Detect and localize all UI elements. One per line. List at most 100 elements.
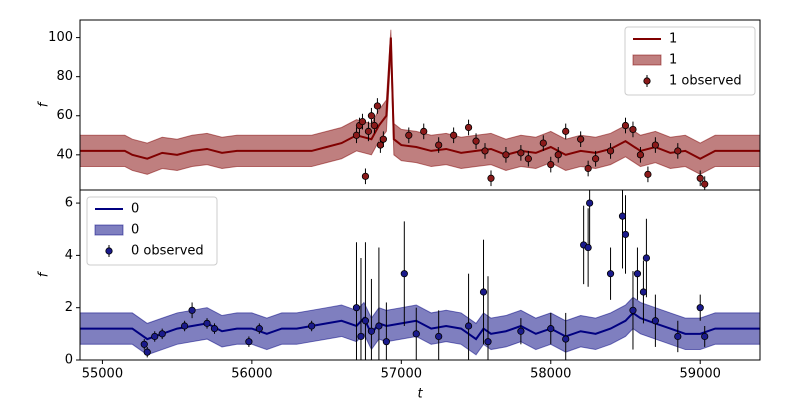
observed-point: [636, 151, 645, 159]
observed-point: [367, 112, 376, 120]
observed-point: [633, 270, 642, 278]
observed-point: [606, 270, 615, 278]
observed-point: [479, 288, 488, 296]
observed-point: [412, 330, 420, 338]
observed-point: [701, 180, 709, 188]
y-tick-label: 4: [65, 248, 73, 263]
observed-point: [674, 332, 682, 341]
observed-point: [562, 127, 570, 135]
observed-point: [618, 212, 627, 220]
legend-swatch: [105, 247, 113, 255]
mean-line: [80, 37, 760, 160]
observed-point: [547, 160, 555, 169]
legend-swatch: [94, 224, 124, 236]
observed-point: [361, 317, 370, 325]
observed-point: [379, 135, 387, 143]
observed-point: [400, 270, 408, 278]
legend-label: 0 observed: [131, 244, 204, 259]
observed-point: [158, 330, 166, 338]
observed-point: [517, 149, 525, 157]
legend-box: [624, 26, 756, 96]
observed-point: [696, 304, 704, 312]
observed-point: [464, 123, 473, 132]
observed-point: [358, 118, 367, 126]
observed-point: [140, 340, 148, 348]
observed-point: [435, 141, 443, 149]
x-axis-label: t: [417, 387, 423, 401]
legend-label: 0: [131, 202, 139, 217]
observed-point: [642, 254, 651, 262]
y-axis-label: f: [37, 100, 52, 107]
observed-point: [651, 141, 659, 149]
y-tick-label: 0: [65, 353, 73, 368]
legend-box: [86, 196, 218, 266]
y-tick-label: 40: [56, 147, 73, 162]
observed-point: [639, 288, 648, 296]
observed-point: [405, 131, 413, 139]
y-tick-label: 2: [65, 300, 73, 315]
observed-point: [517, 327, 525, 335]
observed-point: [382, 338, 390, 346]
observed-point: [562, 335, 570, 343]
legend-label: 1: [669, 53, 677, 68]
observed-point: [484, 338, 492, 346]
observed-point: [188, 306, 196, 314]
observed-point: [547, 325, 555, 333]
observed-point: [373, 102, 382, 110]
x-tick-label: 59000: [680, 367, 721, 382]
observed-point: [584, 164, 592, 173]
legend-label: 1: [669, 32, 677, 47]
observed-point: [435, 332, 443, 341]
observed-point: [644, 170, 652, 178]
x-tick-label: 58000: [530, 367, 571, 382]
observed-point: [210, 325, 219, 333]
observed-point: [143, 348, 151, 356]
observed-point: [352, 131, 361, 139]
observed-point: [629, 125, 637, 134]
observed-point: [352, 304, 361, 312]
observed-point: [255, 325, 263, 333]
observed-point: [651, 317, 659, 325]
legend: 0 0 0 observed: [86, 196, 218, 266]
x-tick-label: 57000: [381, 367, 422, 382]
panel: [80, 190, 760, 360]
observed-point: [245, 338, 253, 346]
observed-point: [487, 174, 495, 182]
observed-point: [554, 151, 562, 159]
observed-point: [375, 322, 383, 330]
observed-point: [370, 121, 379, 130]
observed-point: [464, 322, 473, 330]
y-tick-label: 80: [56, 69, 73, 84]
observed-point: [696, 174, 704, 182]
observed-point: [376, 141, 384, 149]
legend-swatch: [643, 77, 651, 85]
observed-point: [420, 127, 428, 135]
y-tick-label: 6: [65, 196, 73, 211]
observed-point: [577, 135, 585, 143]
observed-point: [584, 243, 592, 252]
x-tick-label: 55000: [82, 367, 123, 382]
observed-point: [502, 151, 510, 159]
observed-point: [629, 306, 637, 314]
panel: [80, 29, 760, 190]
observed-point: [481, 147, 489, 155]
legend-label: 1 observed: [669, 74, 742, 89]
observed-point: [203, 319, 211, 327]
observed-point: [450, 131, 458, 139]
x-tick-label: 56000: [231, 367, 272, 382]
observed-point: [586, 199, 594, 207]
observed-point: [472, 137, 480, 145]
observed-point: [606, 147, 615, 155]
observed-point: [181, 322, 189, 330]
observed-point: [364, 127, 373, 135]
confidence-band: [80, 29, 760, 175]
observed-point: [361, 172, 370, 180]
observed-point: [367, 327, 376, 335]
observed-point: [621, 121, 630, 130]
legend-label: 0: [131, 223, 139, 238]
observed-point: [308, 322, 316, 330]
observed-point: [674, 147, 682, 155]
legend: 1 1 1 observed: [624, 26, 756, 96]
observed-point: [621, 230, 630, 239]
